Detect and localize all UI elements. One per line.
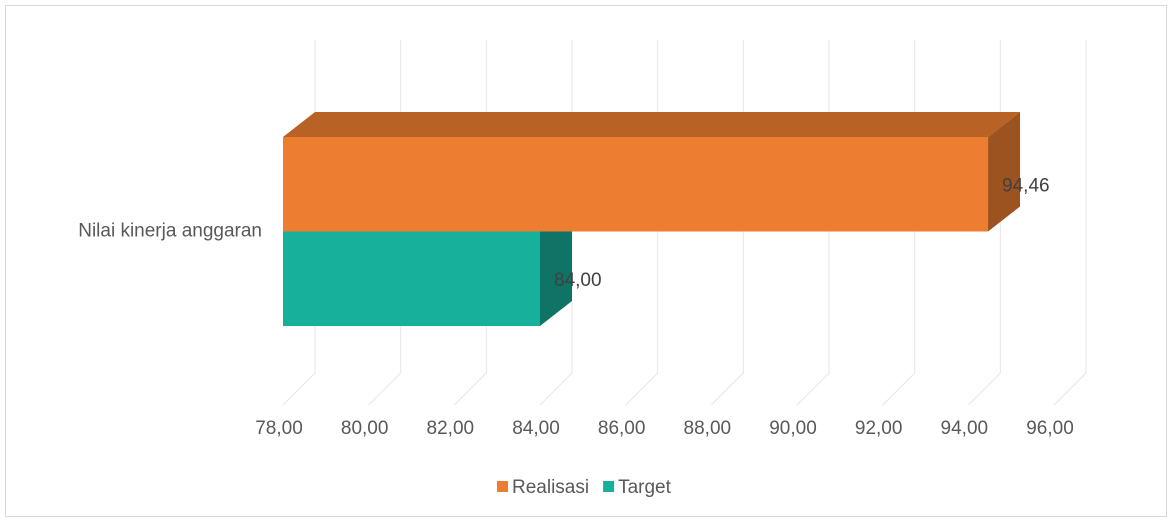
- bar-top: [283, 112, 1021, 137]
- legend-swatch: [603, 481, 615, 492]
- bar-side: [988, 112, 1021, 232]
- chart-border: [5, 5, 1167, 517]
- x-tick-label: 88,00: [684, 418, 732, 439]
- x-tick-label: 80,00: [341, 418, 389, 439]
- legend-label: Target: [618, 477, 672, 498]
- bar-side: [540, 206, 572, 326]
- grid-line: [1053, 40, 1087, 406]
- x-tick-label: 94,00: [941, 418, 989, 439]
- x-tick-label: 84,00: [512, 418, 560, 439]
- x-tick-label: 86,00: [598, 418, 646, 439]
- y-tick-label: Nilai kinerja anggaran: [78, 221, 262, 242]
- legend-label: Realisasi: [512, 477, 589, 498]
- x-tick-label: 92,00: [855, 418, 903, 439]
- bar: [283, 231, 540, 326]
- legend-swatch: [497, 481, 508, 492]
- x-tick-label: 82,00: [427, 418, 475, 439]
- x-tick-label: 96,00: [1026, 418, 1074, 439]
- data-label: 84,00: [554, 270, 602, 291]
- x-tick-label: 78,00: [255, 418, 303, 439]
- data-label: 94,46: [1002, 175, 1050, 196]
- x-tick-label: 90,00: [769, 418, 817, 439]
- bar: [283, 137, 989, 232]
